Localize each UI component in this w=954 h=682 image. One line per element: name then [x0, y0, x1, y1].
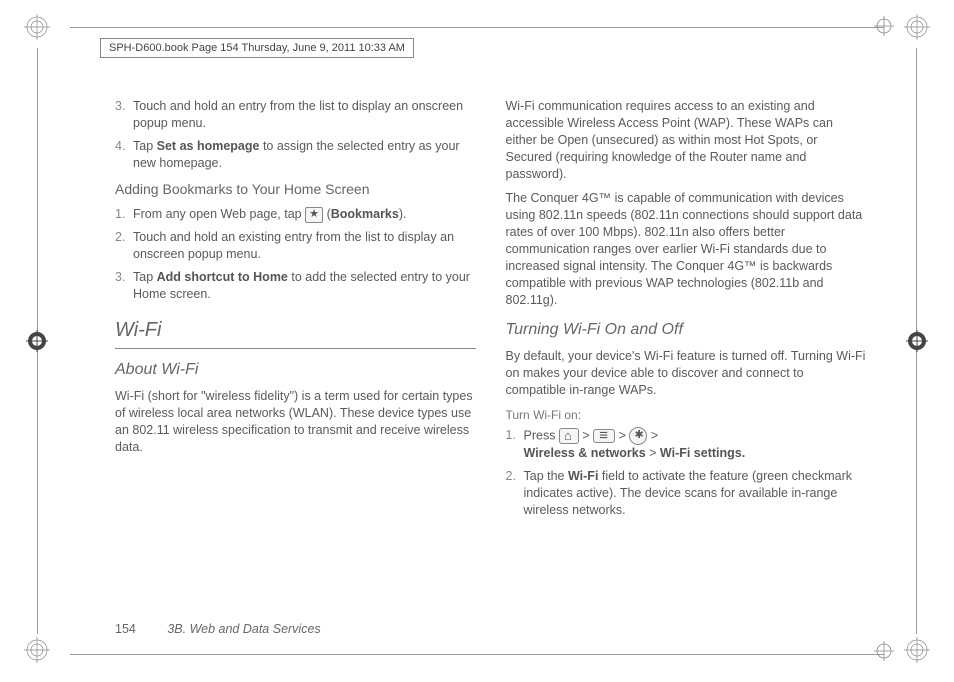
- paragraph: Wi-Fi (short for "wireless fidelity") is…: [115, 388, 476, 456]
- list-item: 3. Tap Add shortcut to Home to add the s…: [115, 269, 476, 303]
- list-text: Tap Set as homepage to assign the select…: [133, 138, 476, 172]
- reg-cross-bottom: [874, 641, 894, 666]
- text: From any open Web page, tap: [133, 207, 305, 221]
- list-number: 2.: [115, 229, 133, 263]
- bold-text: Bookmarks: [331, 207, 399, 221]
- list-item: 2. Touch and hold an existing entry from…: [115, 229, 476, 263]
- list-text: Tap the Wi-Fi field to activate the feat…: [524, 468, 867, 519]
- menu-icon: [593, 429, 615, 443]
- crop-mark-bl: [24, 637, 50, 668]
- page-body: 3. Touch and hold an entry from the list…: [115, 98, 866, 618]
- list-text: Tap Add shortcut to Home to add the sele…: [133, 269, 476, 303]
- home-icon: [559, 428, 579, 444]
- list-text: Touch and hold an entry from the list to…: [133, 98, 476, 132]
- rule-bottom: [70, 654, 884, 655]
- list-item: 4. Tap Set as homepage to assign the sel…: [115, 138, 476, 172]
- bold-text: Set as homepage: [157, 139, 260, 153]
- section-title: 3B. Web and Data Services: [167, 622, 320, 636]
- reg-cross-top: [874, 16, 894, 41]
- paragraph: By default, your device's Wi-Fi feature …: [506, 348, 867, 399]
- list-number: 4.: [115, 138, 133, 172]
- list-item: 2. Tap the Wi-Fi field to activate the f…: [506, 468, 867, 519]
- text: Press: [524, 428, 559, 442]
- heading-2: About Wi-Fi: [115, 359, 476, 381]
- heading-2: Turning Wi-Fi On and Off: [506, 319, 867, 341]
- list-text: Press > > > Wireless & networks > Wi-Fi …: [524, 427, 867, 462]
- paragraph: The Conquer 4G™ is capable of communicat…: [506, 190, 867, 308]
- reg-target-left: [26, 330, 48, 357]
- page-footer: 154 3B. Web and Data Services: [115, 622, 321, 636]
- crop-mark-tr: [904, 14, 930, 45]
- bold-text: Wireless & networks: [524, 446, 646, 460]
- text: >: [615, 428, 629, 442]
- column-right: Wi-Fi communication requires access to a…: [506, 98, 867, 618]
- list-number: 2.: [506, 468, 524, 519]
- list-text: Touch and hold an existing entry from th…: [133, 229, 476, 263]
- reg-target-right: [906, 330, 928, 357]
- heading-3: Adding Bookmarks to Your Home Screen: [115, 180, 476, 199]
- paragraph: Wi-Fi communication requires access to a…: [506, 98, 867, 182]
- text: >: [579, 428, 593, 442]
- rule-top: [70, 27, 884, 28]
- text: Tap the: [524, 469, 568, 483]
- list-item: 1. Press > > > Wireless & networks > Wi-…: [506, 427, 867, 462]
- crop-mark-br: [904, 637, 930, 668]
- column-left: 3. Touch and hold an entry from the list…: [115, 98, 476, 618]
- list-number: 1.: [115, 206, 133, 223]
- list-item: 1. From any open Web page, tap (Bookmark…: [115, 206, 476, 223]
- page-number: 154: [115, 622, 136, 636]
- list-item: 3. Touch and hold an entry from the list…: [115, 98, 476, 132]
- list-number: 3.: [115, 269, 133, 303]
- text: Tap: [133, 270, 157, 284]
- bold-text: Wi-Fi settings.: [660, 446, 745, 460]
- list-number: 1.: [506, 427, 524, 462]
- list-number: 3.: [115, 98, 133, 132]
- text: .: [403, 207, 406, 221]
- text: Tap: [133, 139, 157, 153]
- subheading: Turn Wi-Fi on:: [506, 407, 867, 423]
- list-text: From any open Web page, tap (Bookmarks).: [133, 206, 476, 223]
- text: >: [647, 428, 658, 442]
- bold-text: Add shortcut to Home: [157, 270, 288, 284]
- bold-text: Wi-Fi: [568, 469, 598, 483]
- settings-icon: [629, 427, 647, 445]
- crop-mark-tl: [24, 14, 50, 45]
- heading-1: Wi-Fi: [115, 317, 476, 349]
- print-header: SPH-D600.book Page 154 Thursday, June 9,…: [100, 38, 414, 58]
- bookmarks-icon: [305, 207, 323, 223]
